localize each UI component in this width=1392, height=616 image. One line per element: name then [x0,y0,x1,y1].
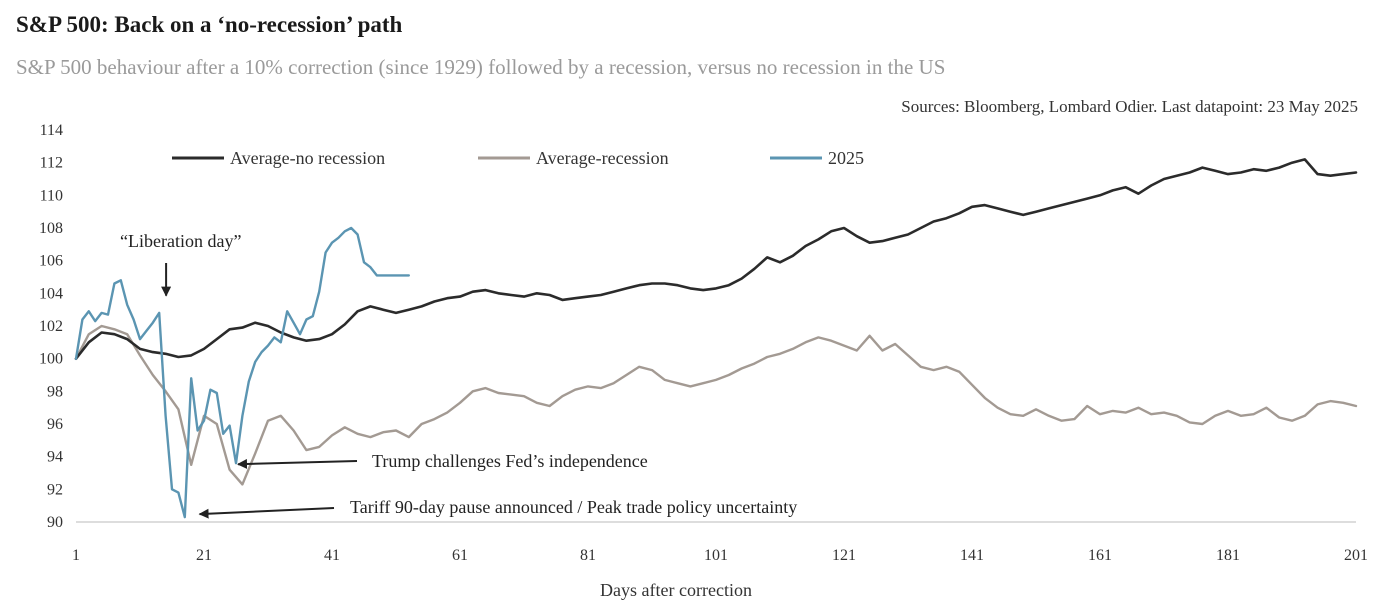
chart-title: S&P 500: Back on a ‘no-recession’ path [16,12,403,37]
legend-label: Average-no recession [230,148,385,168]
y-tick-label: 100 [39,351,63,368]
x-tick-label: 81 [580,547,596,564]
y-tick-label: 104 [39,285,63,302]
legend-label: 2025 [828,148,864,168]
series-line-average-no-recession [74,158,1358,360]
x-tick-label: 101 [704,547,728,564]
chart-source: Sources: Bloomberg, Lombard Odier. Last … [901,97,1358,116]
annotations-layer: “Liberation day” Trump challenges Fed’s … [120,231,797,519]
y-tick-label: 106 [39,253,63,270]
x-tick-label: 141 [960,547,984,564]
y-tick-label: 92 [47,481,63,498]
y-tick-label: 108 [39,220,63,237]
x-axis-label: Days after correction [600,580,752,600]
y-tick-label: 96 [47,416,63,433]
y-tick-label: 112 [40,155,63,172]
x-tick-label: 41 [324,547,340,564]
y-tick-label: 102 [39,318,63,335]
y-tick-label: 98 [47,383,63,400]
x-tick-label: 201 [1344,547,1368,564]
annotation-liberation-day: “Liberation day” [120,231,241,251]
chart-legend: Average-no recession Average-recession 202… [172,148,864,168]
chart-axes: 1 21 41 61 81 101 121 141 161 181 201 909294969810… [39,122,1368,600]
y-axis-ticks: 90 92 94 96 98 100 102 104 106 108 110 112 114 [39,122,63,531]
x-tick-label: 1 [72,547,80,564]
chart-subtitle: S&P 500 behaviour after a 10% correction… [16,55,946,79]
series-layer [74,158,1358,519]
x-tick-label: 181 [1216,547,1240,564]
x-tick-label: 121 [832,547,856,564]
annotation-tariff-pause: Tariff 90-day pause announced / Peak tra… [350,497,797,517]
y-tick-label: 110 [40,187,63,204]
annotation-arrow-fed-independence [237,458,358,469]
y-tick-label: 94 [47,449,63,466]
legend-label: Average-recession [536,148,669,168]
x-tick-label: 21 [196,547,212,564]
y-tick-label: 114 [40,122,63,139]
x-axis-ticks: 1 21 41 61 81 101 121 141 161 181 201 [72,547,1368,564]
x-tick-label: 61 [452,547,468,564]
y-tick-label: 90 [47,514,63,531]
annotation-arrow-tariff-pause [198,507,335,519]
x-tick-label: 161 [1088,547,1112,564]
series-line-2025 [74,226,410,519]
series-line-average-recession [74,324,1358,486]
annotation-fed-independence: Trump challenges Fed’s independence [372,451,648,471]
